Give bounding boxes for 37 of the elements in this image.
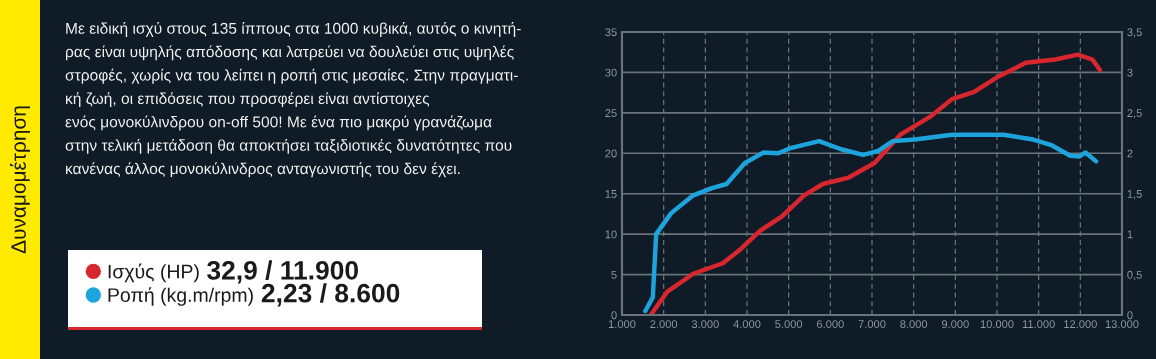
x-tick-label: 11.000 <box>1022 320 1055 329</box>
x-tick-label: 4.000 <box>733 320 761 329</box>
y-tick-label: 35 <box>605 28 617 37</box>
y2-tick-label: 3,5 <box>1127 28 1142 38</box>
text: 32,9 / 11.900 <box>207 260 358 284</box>
y-tick-label: 0 <box>611 311 617 320</box>
y2-tick-label: 1 <box>1127 230 1133 239</box>
x-tick-label: 5.000 <box>775 320 803 329</box>
x-tick-label: 10.000 <box>980 320 1014 329</box>
x-tick-label: 6.000 <box>817 320 844 329</box>
line-series <box>648 52 1103 315</box>
y2-tick-label: 2 <box>1127 149 1133 158</box>
x-tick-label: 1.000 <box>608 320 636 329</box>
y-tick-label: 5 <box>611 270 617 279</box>
y-tick-label: 15 <box>605 190 617 198</box>
y2-tick-label: 0,5 <box>1127 270 1142 281</box>
y2-tick-label: 2,5 <box>1127 109 1142 119</box>
x-tick-label: 8.000 <box>900 320 928 329</box>
text: 2,23 / 8.600 <box>261 283 400 307</box>
legend-label: Ροπή (kg.m/rpm) <box>108 287 253 306</box>
y2-tick-label: 0 <box>1127 311 1133 320</box>
y-tick-label: 20 <box>605 149 617 158</box>
x-tick-label: 7.000 <box>858 320 886 329</box>
legend-label: Ισχύς (HP) <box>108 263 199 283</box>
y-tick-label: 30 <box>605 68 617 77</box>
text: Με ειδική ισχύ στους 135 ίππους στα 1000 κυβικά, αυτός ο κινητή- ρας είναι υψηλής απόδοσης και λατρεύει να δουλεύει στις υψηλές στροφές, χωρίς να του λείπει η ροπή στις μεσαίες. Στην πραγματι- κή ζωή, οι επιδόσεις που προσφέρει είναι αντίστοιχες ενός μονοκύλινδρου on-off 500! Με ένα πιο μακρύ γρανάζωμα στην τελική μετάδοση θα αποκτήσει ταξιδιοτικές δυνατότητες που κανένας άλλος μονοκύλινδρος ανταγωνιστής του δεν έχει. <box>65 22 521 178</box>
x-tick-label: 3.000 <box>691 320 719 329</box>
y2-tick-label: 3 <box>1127 68 1133 77</box>
y2-tick-label: 1,5 <box>1127 190 1142 200</box>
x-tick-label: 12.000 <box>1064 320 1097 329</box>
x-tick-label: 2.000 <box>650 320 678 329</box>
x-tick-label: 13.000 <box>1105 320 1139 329</box>
y-tick-label: 10 <box>605 230 617 239</box>
line-series <box>643 132 1099 314</box>
x-tick-label: 9.000 <box>941 320 969 329</box>
y-tick-label: 25 <box>605 109 617 117</box>
text: Δυναμομέτρηση <box>9 106 31 254</box>
